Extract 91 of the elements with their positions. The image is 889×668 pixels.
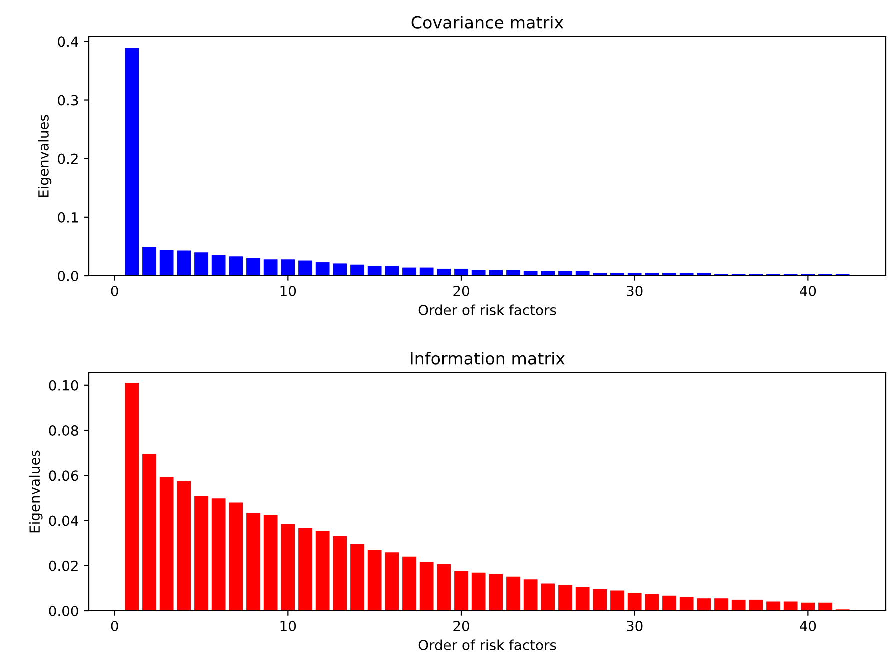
bar — [610, 590, 624, 611]
y-tick-label: 0.3 — [58, 95, 78, 106]
bar — [350, 544, 364, 611]
bar — [489, 574, 504, 611]
bar — [316, 262, 330, 276]
bar — [177, 481, 192, 611]
bar — [246, 513, 260, 611]
bar — [645, 594, 660, 611]
y-tick-label: 0.08 — [49, 425, 78, 436]
bar — [333, 264, 348, 276]
bar — [194, 496, 208, 611]
bar — [472, 572, 486, 611]
bar — [662, 596, 676, 611]
bar — [350, 264, 364, 276]
bar — [316, 531, 330, 611]
bar — [541, 584, 556, 611]
x-tick-label: 40 — [800, 286, 816, 296]
bar — [142, 454, 156, 611]
bar — [368, 266, 382, 276]
y-tick-label: 0.4 — [58, 36, 78, 48]
x-tick-label: 10 — [280, 286, 296, 296]
bar — [628, 593, 642, 611]
bar — [714, 598, 728, 611]
bar — [281, 260, 296, 276]
bar — [264, 260, 278, 276]
bar — [437, 564, 452, 611]
x-tick-label: 20 — [454, 620, 470, 632]
bar — [420, 268, 434, 276]
bar — [402, 268, 416, 276]
x-tick-label: 30 — [627, 286, 643, 296]
bar — [264, 515, 278, 611]
bar — [454, 268, 468, 276]
bar — [298, 260, 312, 276]
bar — [402, 556, 416, 611]
x-tick-label: 0 — [111, 286, 118, 296]
y-tick-label: 0.2 — [58, 154, 78, 164]
y-axis-title: Eigenvalues — [38, 115, 52, 198]
bar — [385, 552, 400, 611]
bar — [593, 589, 608, 611]
y-tick-label: 0.02 — [49, 560, 78, 572]
bar — [489, 270, 504, 276]
bar — [333, 536, 348, 611]
y-axis-title: Eigenvalues — [29, 450, 43, 533]
y-tick-label: 0.06 — [49, 470, 78, 482]
bar — [177, 250, 192, 276]
x-tick-label: 30 — [627, 620, 643, 632]
bar — [784, 602, 798, 611]
bar — [506, 270, 520, 276]
bar — [125, 383, 140, 611]
bar — [160, 477, 174, 611]
bar — [281, 524, 296, 611]
chart-title: Covariance matrix — [412, 16, 564, 29]
bar — [680, 597, 694, 611]
bar — [576, 588, 590, 611]
bar — [212, 256, 226, 276]
x-axis-title: Order of risk factors — [418, 640, 556, 650]
bar — [125, 48, 140, 276]
x-tick-label: 10 — [280, 620, 296, 632]
bar — [437, 268, 452, 276]
bar — [732, 600, 746, 611]
bar — [524, 580, 538, 611]
bar — [246, 258, 260, 276]
bar — [368, 550, 382, 611]
x-axis-title: Order of risk factors — [418, 304, 556, 316]
bar — [749, 600, 764, 611]
bar — [194, 252, 208, 276]
x-tick-label: 40 — [800, 620, 816, 632]
x-tick-label: 20 — [454, 286, 470, 296]
y-tick-label: 0.00 — [49, 606, 78, 616]
y-tick-label: 0.10 — [49, 380, 78, 391]
bar — [420, 562, 434, 611]
bar — [697, 598, 712, 611]
bar — [766, 602, 780, 611]
chart-title: Information matrix — [411, 352, 566, 365]
bar — [229, 502, 244, 611]
bar — [506, 576, 520, 611]
bar — [801, 602, 816, 611]
y-tick-label: 0.04 — [49, 516, 78, 526]
bar — [472, 270, 486, 276]
y-tick-label: 0.0 — [58, 270, 78, 282]
bar — [818, 602, 832, 611]
bar — [558, 585, 572, 611]
x-tick-label: 0 — [111, 620, 118, 632]
bar — [160, 250, 174, 276]
bar — [454, 572, 468, 611]
bar — [142, 247, 156, 276]
bar — [298, 528, 312, 611]
y-tick-label: 0.1 — [58, 212, 78, 223]
bar — [212, 498, 226, 611]
bar — [229, 256, 244, 276]
bar — [385, 266, 400, 276]
